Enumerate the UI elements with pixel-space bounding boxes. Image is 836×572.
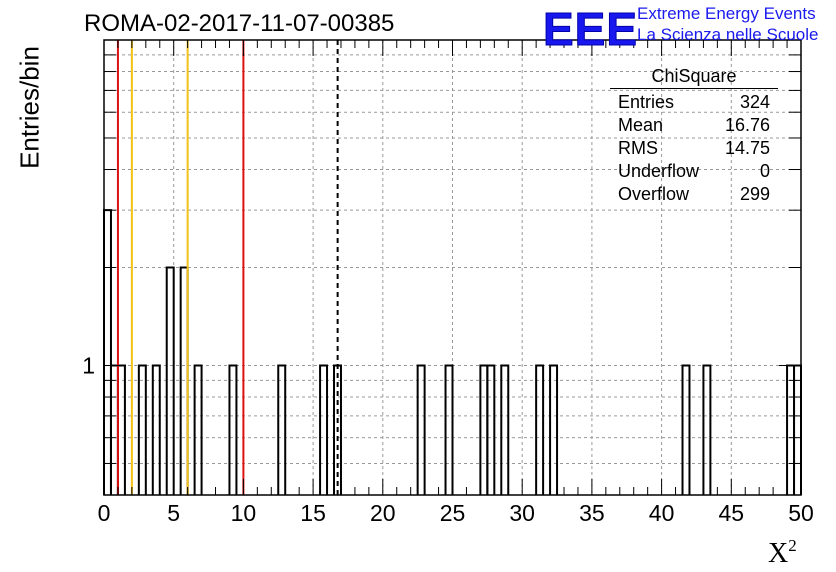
x-tick-label: 50 [788, 500, 814, 526]
histogram-bar [179, 266, 189, 495]
histogram-bar [116, 364, 126, 495]
histogram-bar [165, 266, 175, 495]
logo-subtitle-line1: Extreme Energy Events [637, 4, 816, 23]
stats-value: 324 [739, 92, 770, 112]
stats-label: Mean [618, 115, 664, 135]
x-tick-label: 15 [300, 500, 326, 526]
histogram-bar [702, 364, 712, 495]
x-tick-label: 35 [579, 500, 605, 526]
stats-box: ChiSquare Entries 324 Mean 16.76 RMS 14.… [610, 66, 778, 206]
x-tick-label: 5 [167, 500, 180, 526]
stats-label: Entries [618, 92, 675, 112]
logo-subtitle-line2: La Scienza nelle Scuole [637, 25, 819, 44]
histogram-bar [535, 364, 545, 495]
histogram-bar [500, 364, 510, 495]
histogram-bar [228, 364, 238, 495]
y-tick-label: 1 [82, 352, 95, 378]
stats-label: Underflow [618, 161, 700, 181]
eee-logo: EEE [542, 3, 639, 56]
stats-row-mean: Mean 16.76 [610, 114, 778, 137]
x-tick-label: 0 [98, 500, 111, 526]
histogram-bar [137, 364, 147, 495]
stats-row-overflow: Overflow 299 [610, 183, 778, 206]
histogram-bar [151, 364, 161, 495]
stats-value: 0 [759, 161, 770, 181]
histogram-bar [479, 364, 489, 495]
x-tick-label: 25 [440, 500, 466, 526]
stats-row-entries: Entries 324 [610, 91, 778, 114]
histogram-bar [416, 364, 426, 495]
stats-row-underflow: Underflow 0 [610, 160, 778, 183]
chart-title: ROMA-02-2017-11-07-00385 [84, 10, 395, 37]
histogram-bar [444, 364, 454, 495]
histogram-bar [277, 364, 287, 495]
histogram-bar [786, 364, 796, 495]
histogram-bar [319, 364, 329, 495]
stats-value: 14.75 [724, 138, 770, 158]
stats-value: 16.76 [724, 115, 770, 135]
histogram-bar [109, 364, 119, 495]
y-axis-label: Entries/bin [14, 46, 45, 169]
x-tick-label: 10 [231, 500, 257, 526]
stats-value: 299 [739, 184, 770, 204]
stats-row-rms: RMS 14.75 [610, 137, 778, 160]
histogram-bar [681, 364, 691, 495]
histogram-bar [793, 364, 802, 495]
histogram-bar [486, 364, 496, 495]
x-tick-label: 20 [370, 500, 396, 526]
histogram-bar [549, 364, 559, 495]
stats-label: Overflow [618, 184, 690, 204]
stats-label: RMS [618, 138, 658, 158]
x-tick-label: 40 [649, 500, 675, 526]
x-tick-label: 45 [719, 500, 745, 526]
histogram-bar [193, 364, 203, 495]
x-tick-label: 30 [509, 500, 535, 526]
x-axis-label: X2 [768, 536, 797, 569]
histogram-bar [103, 209, 112, 495]
stats-title: ChiSquare [610, 66, 778, 89]
